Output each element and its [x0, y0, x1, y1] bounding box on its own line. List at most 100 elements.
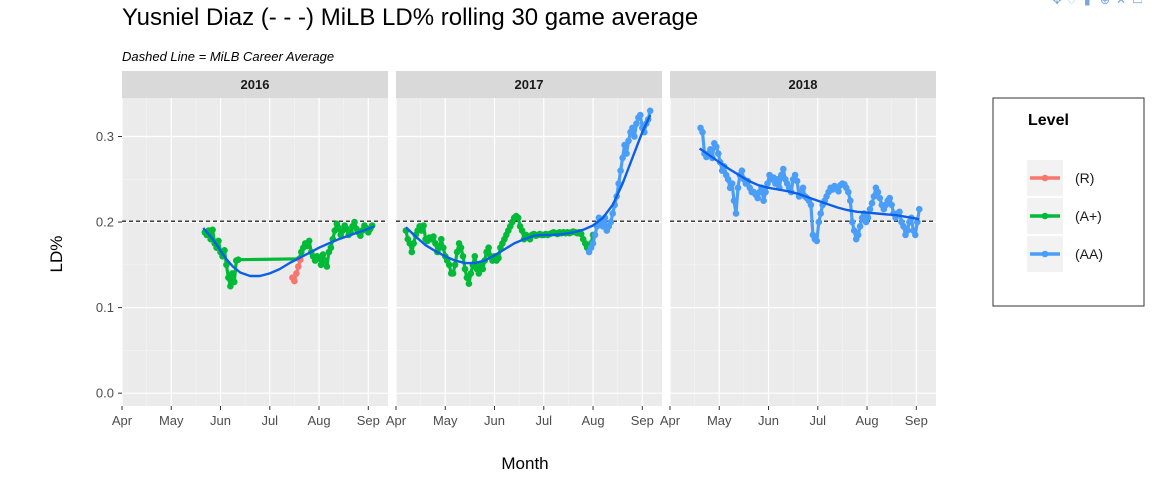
- data-point: [514, 214, 522, 222]
- data-point: [449, 270, 457, 277]
- data-point: [209, 226, 216, 234]
- panel-2018: 2018 Apr May Jun Jul Aug Sep: [660, 71, 936, 428]
- y-tick-label: 0.3: [96, 129, 114, 144]
- data-point: [888, 201, 895, 209]
- data-point: [327, 244, 335, 251]
- data-point: [518, 227, 526, 234]
- facet-panels: 2016 Apr May Jun Jul Aug Sep 2017 Apr May Jun Jul Au…: [112, 71, 936, 428]
- pan-icon[interactable]: ✥: [1052, 0, 1062, 6]
- x-tick-label: Jul: [261, 413, 278, 428]
- data-point: [850, 227, 858, 234]
- data-point: [420, 222, 427, 229]
- zoom-icon[interactable]: ⊕: [1100, 0, 1110, 6]
- x-tick-label: Sep: [905, 413, 928, 428]
- data-point: [835, 188, 842, 195]
- data-point: [475, 270, 483, 277]
- chart-title: Yusniel Diaz (- - -) MiLB LD% rolling 30…: [122, 4, 698, 31]
- legend-title: Level: [1028, 112, 1069, 129]
- data-point: [817, 210, 824, 217]
- data-point: [637, 111, 644, 119]
- smooth-trend-line: [202, 225, 375, 278]
- data-point: [849, 218, 856, 226]
- data-point: [793, 177, 801, 185]
- data-point: [728, 180, 736, 187]
- data-point: [463, 274, 471, 282]
- lasso-icon[interactable]: ◌: [1068, 0, 1078, 6]
- data-point: [321, 257, 329, 264]
- data-point: [864, 214, 872, 222]
- data-point: [754, 194, 761, 202]
- data-point: [351, 218, 358, 226]
- x-tick-label: Jul: [809, 413, 826, 428]
- strip-label: 2017: [515, 77, 544, 92]
- data-point: [874, 188, 882, 196]
- legend-key-point: [1041, 212, 1049, 220]
- data-point: [724, 176, 732, 183]
- data-point: [799, 184, 807, 192]
- data-point: [317, 261, 325, 269]
- data-point: [629, 124, 636, 132]
- data-point: [599, 223, 607, 230]
- x-tick-label: Jun: [758, 413, 779, 428]
- legend-label: (AA): [1075, 246, 1103, 262]
- data-point: [732, 210, 740, 217]
- data-point: [707, 146, 714, 153]
- legend-frame: [992, 97, 1145, 307]
- data-point: [445, 261, 453, 269]
- data-point: [295, 263, 302, 270]
- data-point: [457, 244, 465, 251]
- data-point: [854, 231, 862, 239]
- plotly-modebar[interactable]: ✥ ◌ ▮ ⊕ ✕ ▭: [1052, 0, 1142, 6]
- data-point: [577, 230, 585, 238]
- data-point: [303, 242, 311, 250]
- data-point: [916, 205, 923, 213]
- legend-item: (R): [1027, 160, 1094, 196]
- legend-label: (A+): [1075, 208, 1102, 224]
- save-icon[interactable]: ▭: [1132, 0, 1142, 6]
- data-point: [465, 280, 473, 288]
- chart-subtitle: Dashed Line = MiLB Career Average: [122, 49, 334, 64]
- panel-2017: 2017 Apr May Jun Jul Aug Sep: [386, 71, 662, 428]
- x-tick-label: Jun: [484, 413, 505, 428]
- data-point: [215, 237, 222, 245]
- data-point: [896, 208, 903, 216]
- data-point: [631, 133, 638, 140]
- data-point: [617, 167, 624, 174]
- data-point: [904, 227, 911, 234]
- data-point: [418, 227, 425, 234]
- bar-icon[interactable]: ▮: [1084, 0, 1094, 6]
- x-tick-label: Apr: [660, 413, 681, 428]
- data-point: [440, 244, 447, 251]
- data-point: [847, 197, 854, 204]
- x-tick-label: Apr: [112, 413, 133, 428]
- data-point: [762, 188, 769, 196]
- panel-2016: 2016 Apr May Jun Jul Aug Sep: [112, 71, 388, 428]
- data-point: [225, 274, 232, 282]
- data-point: [223, 261, 230, 269]
- data-point: [778, 171, 785, 179]
- y-axis: 0.0 0.1 0.2 0.3: [96, 129, 122, 401]
- panel-background: [670, 98, 936, 406]
- data-point: [791, 171, 799, 179]
- strip-2016: [122, 71, 388, 98]
- data-point: [430, 233, 437, 240]
- y-tick-label: 0.0: [96, 386, 114, 401]
- x-tick-label: May: [159, 413, 184, 428]
- data-point: [734, 184, 742, 192]
- data-point: [815, 218, 823, 226]
- data-point: [764, 180, 771, 187]
- x-tick-label: Sep: [357, 413, 380, 428]
- data-point: [900, 223, 907, 230]
- data-point: [633, 120, 640, 127]
- data-point: [866, 205, 874, 213]
- data-point: [589, 240, 597, 247]
- data-point: [408, 248, 416, 256]
- reset-icon[interactable]: ✕: [1116, 0, 1126, 6]
- legend: Level (R) (A+) (AA): [992, 97, 1145, 307]
- data-point: [886, 194, 893, 202]
- data-point: [591, 231, 599, 239]
- data-point: [461, 265, 469, 273]
- data-point: [459, 252, 467, 260]
- y-tick-label: 0.2: [96, 215, 114, 230]
- data-point: [870, 193, 878, 200]
